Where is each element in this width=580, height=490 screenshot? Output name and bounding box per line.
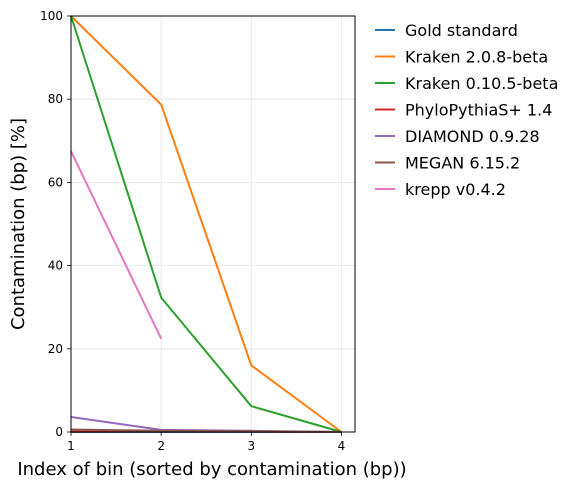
legend-entry: Gold standard — [405, 21, 518, 40]
y-tick-label: 100 — [40, 9, 63, 23]
x-tick-label: 2 — [157, 439, 165, 453]
x-axis-label: Index of bin (sorted by contamination (b… — [17, 459, 406, 480]
plot-area-frame — [70, 15, 356, 433]
y-tick-label: 40 — [48, 259, 63, 273]
x-tick-label: 3 — [247, 439, 255, 453]
y-tick-label: 60 — [48, 175, 63, 189]
legend: Gold standard Kraken 2.0.8-beta Kraken 0.1… — [375, 21, 558, 199]
series-line-6 — [70, 150, 163, 340]
legend-entry: Kraken 0.10.5-beta — [405, 74, 558, 93]
y-axis-label: Contamination (bp) [%] — [8, 118, 29, 330]
y-tick-label: 80 — [48, 92, 63, 106]
legend-entry: MEGAN 6.15.2 — [405, 154, 520, 173]
series-lines — [70, 15, 343, 433]
x-tick-label: 4 — [338, 439, 346, 453]
series-line-2 — [70, 15, 342, 433]
legend-entry: DIAMOND 0.9.28 — [405, 127, 540, 146]
grid — [70, 15, 355, 433]
y-tick-label: 0 — [55, 425, 63, 439]
series-line-1 — [70, 15, 343, 433]
legend-entry: PhyloPythiaS+ 1.4 — [405, 101, 552, 120]
legend-entry: Kraken 2.0.8-beta — [405, 48, 548, 67]
legend-entry: krepp v0.4.2 — [405, 180, 506, 199]
y-tick-label: 20 — [48, 342, 63, 356]
x-tick-label: 1 — [67, 439, 75, 453]
